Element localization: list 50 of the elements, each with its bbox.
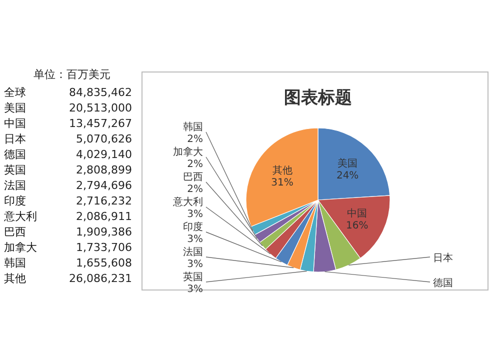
- text: 1,909,386: [76, 226, 132, 238]
- text: 4,029,140: [76, 148, 132, 161]
- text: 1,655,608: [76, 256, 132, 270]
- data-label: 3%: [187, 259, 203, 270]
- text: 法国: [4, 179, 26, 192]
- text: 意大利: [3, 210, 37, 223]
- text: 5,070,626: [76, 132, 132, 146]
- data-label: 2%: [187, 184, 203, 195]
- text: 韩国: [4, 256, 26, 270]
- text: 84,835,462: [69, 86, 132, 99]
- slice-label: 英国: [183, 271, 203, 283]
- text: 2,794,696: [76, 179, 132, 192]
- text: 其他: [4, 272, 26, 285]
- data-label: 16%: [346, 220, 368, 232]
- text: 日本: [4, 132, 26, 146]
- text: 26,086,231: [69, 272, 132, 285]
- text: 巴西: [4, 226, 26, 238]
- slice-label: 其他: [272, 164, 292, 177]
- slice-label: 法国: [183, 246, 203, 258]
- slice-label: 中国: [347, 207, 368, 220]
- data-label: 3%: [187, 284, 203, 295]
- slice-label: 加拿大: [173, 146, 203, 158]
- slice-label: 美国: [338, 158, 358, 170]
- text: 全球: [4, 86, 26, 99]
- text: 2,716,232: [76, 194, 132, 208]
- text: 美国: [4, 102, 26, 114]
- chart-title: 图表标题: [284, 88, 352, 108]
- data-label: 2%: [187, 134, 203, 145]
- slice-label: 韩国: [183, 121, 203, 133]
- text: 2,086,911: [76, 210, 132, 223]
- text: 印度: [4, 194, 26, 208]
- slice-label: 意大利: [172, 196, 203, 208]
- text: 英国: [4, 164, 26, 176]
- slice-label: 德国: [433, 278, 453, 289]
- data-label: 3%: [187, 234, 203, 245]
- data-label: 3%: [187, 209, 203, 220]
- slice-label: 印度: [183, 221, 203, 233]
- data-label: 2%: [187, 159, 203, 170]
- slice-label: 巴西: [183, 172, 203, 183]
- text: 20,513,000: [69, 102, 132, 114]
- text: 加拿大: [4, 241, 37, 254]
- slice-label: 日本: [433, 252, 453, 264]
- text: 1,733,706: [76, 241, 132, 254]
- text: 单位：百万美元: [34, 68, 110, 81]
- text: 13,457,267: [69, 117, 132, 130]
- data-label: 31%: [271, 178, 294, 189]
- data-label: 24%: [336, 170, 359, 182]
- text: 中国: [4, 117, 26, 130]
- text: 2,808,899: [76, 164, 132, 176]
- text: 德国: [4, 148, 26, 161]
